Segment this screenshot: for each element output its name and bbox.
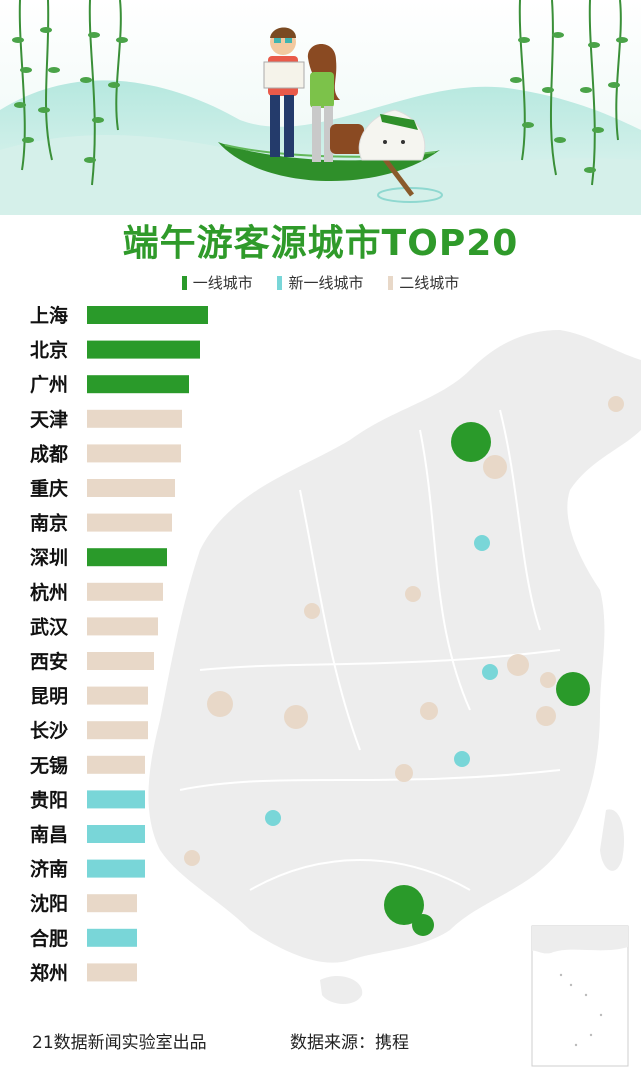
category-label: 南昌 — [30, 824, 68, 846]
bar — [87, 652, 154, 670]
bar — [87, 859, 145, 878]
footer-source: 数据来源：携程 — [290, 1033, 409, 1053]
category-label: 武汉 — [30, 616, 69, 638]
woman-figure — [307, 44, 364, 162]
map-marker — [207, 691, 233, 717]
travellers-illustration — [218, 27, 443, 203]
bar — [87, 444, 181, 463]
category-label: 深圳 — [30, 546, 68, 569]
bar — [87, 825, 145, 843]
map-marker — [405, 586, 421, 602]
chart-title: 端午游客源城市TOP20 — [122, 223, 519, 264]
category-label: 济南 — [30, 858, 68, 881]
legend-label: 新一线城市 — [288, 274, 364, 292]
category-label: 合肥 — [30, 927, 68, 950]
legend-swatch — [277, 276, 283, 290]
map-marker — [482, 664, 498, 680]
category-label: 北京 — [30, 339, 68, 362]
map-marker — [395, 764, 413, 782]
legend: 一线城市 新一线城市 二线城市 — [0, 272, 641, 293]
bar — [87, 340, 200, 359]
bar — [87, 721, 148, 740]
bar — [87, 548, 167, 567]
legend-label: 一线城市 — [192, 274, 253, 292]
taiwan-island — [600, 809, 625, 871]
category-label: 成都 — [30, 442, 68, 465]
map-marker — [483, 455, 507, 479]
bar — [87, 963, 137, 982]
map-marker — [454, 751, 470, 767]
map-marker — [540, 672, 556, 688]
legend-item-tier1: 一线城市 — [181, 272, 253, 293]
man-figure — [263, 27, 305, 157]
map-marker — [184, 850, 200, 866]
bar — [87, 617, 158, 636]
category-label: 杭州 — [30, 581, 68, 604]
legend-item-new-tier1: 新一线城市 — [277, 272, 364, 293]
map-marker — [474, 535, 490, 551]
category-label: 天津 — [30, 408, 68, 431]
legend-swatch — [388, 276, 394, 290]
category-label: 沈阳 — [30, 892, 68, 915]
map-marker — [284, 705, 308, 729]
map-marker — [412, 914, 434, 936]
map-marker-tier2 — [184, 396, 624, 866]
map-marker-tier-new1 — [265, 535, 498, 826]
category-label: 贵阳 — [30, 789, 68, 811]
map-marker — [556, 672, 590, 706]
willow-branches — [12, 0, 628, 186]
legend-label: 二线城市 — [399, 274, 460, 292]
south-sea-inset — [531, 925, 629, 1067]
map-marker — [304, 603, 320, 619]
bar — [87, 928, 137, 947]
bar — [87, 582, 163, 601]
zongzi-character — [358, 109, 426, 161]
category-label: 南京 — [30, 512, 68, 535]
category-label: 西安 — [30, 650, 68, 673]
bar — [87, 686, 148, 705]
bar — [87, 306, 208, 324]
map-marker — [420, 702, 438, 720]
water-ripple — [377, 187, 443, 203]
category-label: 无锡 — [30, 754, 68, 777]
category-label: 郑州 — [30, 962, 68, 984]
bar — [87, 755, 145, 774]
china-map — [148, 330, 641, 1005]
category-label: 广州 — [30, 373, 68, 396]
category-label: 昆明 — [30, 686, 68, 708]
map-marker — [608, 396, 624, 412]
map-marker — [265, 810, 281, 826]
map-marker — [451, 422, 491, 462]
footer-credit: 21数据新闻实验室出品 — [32, 1033, 207, 1053]
map-marker — [536, 706, 556, 726]
category-label: 重庆 — [30, 477, 68, 500]
bar — [87, 894, 137, 913]
bar — [87, 790, 145, 809]
map-marker-tier1 — [384, 422, 590, 936]
bar — [87, 409, 182, 428]
bar — [87, 513, 172, 532]
category-label: 长沙 — [30, 720, 68, 742]
legend-swatch — [181, 276, 187, 290]
bar — [87, 479, 175, 497]
category-label: 上海 — [30, 304, 68, 327]
hainan-island — [320, 975, 363, 1005]
map-marker — [384, 885, 424, 925]
map-marker — [507, 654, 529, 676]
bar — [87, 375, 189, 394]
legend-item-tier2: 二线城市 — [388, 272, 459, 293]
